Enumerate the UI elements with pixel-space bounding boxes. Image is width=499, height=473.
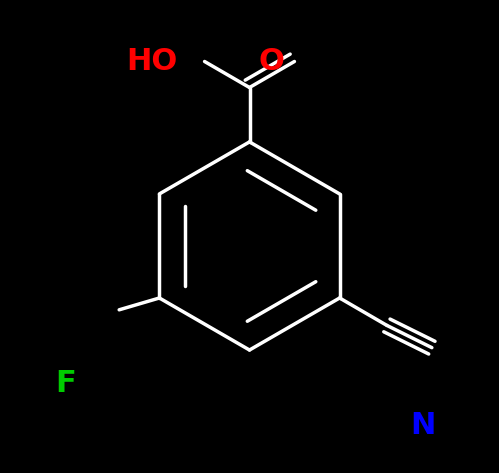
Text: N: N: [410, 411, 436, 440]
Text: O: O: [259, 47, 285, 76]
Text: HO: HO: [127, 47, 178, 76]
Text: F: F: [55, 368, 76, 398]
